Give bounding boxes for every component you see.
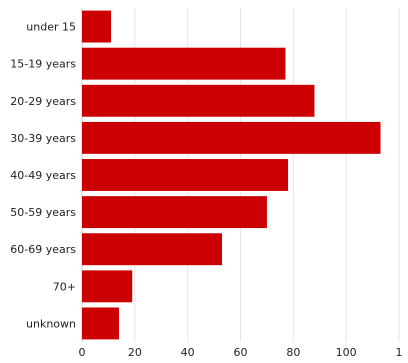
category-label: 60-69 years (10, 243, 76, 256)
category-label: unknown (26, 317, 76, 330)
bar (82, 121, 381, 154)
category-label: 70+ (53, 280, 76, 293)
bar (82, 270, 133, 303)
bar (82, 10, 112, 43)
bar (82, 307, 119, 340)
x-tick-label: 0 (79, 346, 86, 359)
category-label: 40-49 years (10, 169, 76, 182)
category-label: 20-29 years (10, 95, 76, 108)
bar (82, 196, 267, 229)
bar (82, 47, 286, 80)
category-label: 50-59 years (10, 206, 76, 219)
category-label: 15-19 years (10, 58, 76, 71)
bar (82, 84, 315, 117)
category-labels: under 15 15-19 years 20-29 years 30-39 year… (10, 21, 76, 331)
bar (82, 159, 289, 191)
category-label: under 15 (26, 21, 76, 34)
bar (82, 233, 223, 266)
x-tick-label: 40 (181, 346, 195, 359)
x-tick-label: 20 (128, 346, 142, 359)
x-tick-label: 1 (396, 346, 403, 359)
category-label: 30-39 years (10, 132, 76, 145)
x-tick-label: 100 (336, 346, 357, 359)
x-tick-label: 60 (234, 346, 248, 359)
x-tick-label: 80 (286, 346, 300, 359)
bars (82, 10, 381, 340)
x-axis-ticks: 0 20 40 60 80 100 1 (79, 346, 403, 359)
